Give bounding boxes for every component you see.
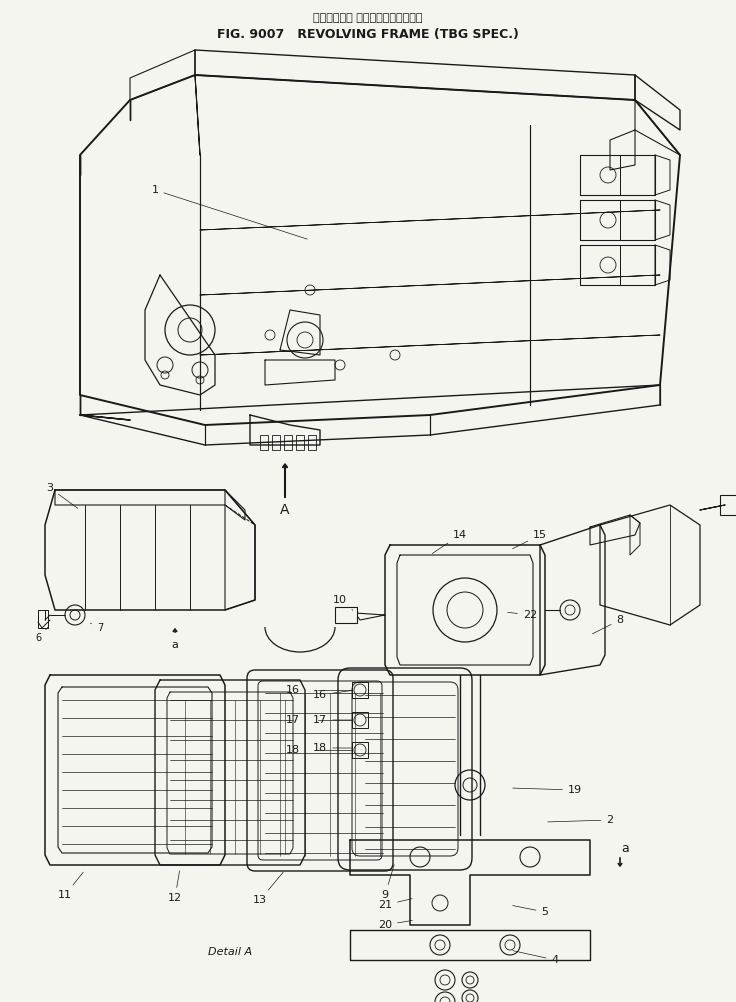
Text: 5: 5 xyxy=(513,906,548,917)
Text: 14: 14 xyxy=(432,530,467,553)
Bar xyxy=(308,435,316,450)
Text: a: a xyxy=(171,640,178,650)
Text: 10: 10 xyxy=(333,595,353,610)
Text: 1: 1 xyxy=(152,185,308,239)
Text: 20: 20 xyxy=(378,920,412,930)
Text: 17: 17 xyxy=(313,715,353,725)
Text: A: A xyxy=(280,503,290,517)
Text: 2: 2 xyxy=(548,815,614,825)
Bar xyxy=(352,712,368,728)
Bar xyxy=(352,682,368,698)
Text: 6: 6 xyxy=(35,627,48,643)
Text: 9: 9 xyxy=(381,865,394,900)
Text: レボルビング フレーム　ＴＢＧ仕様: レボルビング フレーム ＴＢＧ仕様 xyxy=(314,13,422,23)
Text: 11: 11 xyxy=(58,872,83,900)
Text: a: a xyxy=(621,842,629,855)
Text: Detail A: Detail A xyxy=(208,947,252,957)
Text: 12: 12 xyxy=(168,871,182,903)
Bar xyxy=(335,607,357,623)
Text: 4: 4 xyxy=(513,951,559,965)
Text: 3: 3 xyxy=(46,483,78,508)
Text: 17: 17 xyxy=(286,715,300,725)
Text: 21: 21 xyxy=(378,899,412,910)
Text: 18: 18 xyxy=(286,745,300,755)
Text: 16: 16 xyxy=(286,685,300,695)
Bar xyxy=(260,435,268,450)
Bar xyxy=(720,495,736,515)
Text: 16: 16 xyxy=(313,690,353,700)
Text: 13: 13 xyxy=(253,872,283,905)
Text: 8: 8 xyxy=(592,615,623,633)
Text: 15: 15 xyxy=(512,530,547,549)
Bar xyxy=(296,435,304,450)
Bar xyxy=(284,435,292,450)
Text: 19: 19 xyxy=(513,785,582,795)
Text: 7: 7 xyxy=(91,623,103,633)
Text: 18: 18 xyxy=(313,743,353,753)
Text: FIG. 9007   REVOLVING FRAME (TBG SPEC.): FIG. 9007 REVOLVING FRAME (TBG SPEC.) xyxy=(217,27,519,40)
Text: 22: 22 xyxy=(508,610,537,620)
Bar xyxy=(352,742,368,758)
Bar xyxy=(272,435,280,450)
